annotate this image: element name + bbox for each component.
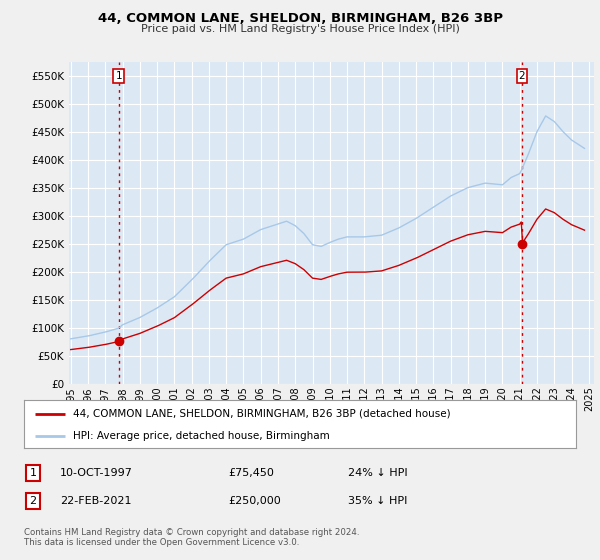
Text: 2: 2: [29, 496, 37, 506]
Text: HPI: Average price, detached house, Birmingham: HPI: Average price, detached house, Birm…: [73, 431, 329, 441]
Text: 35% ↓ HPI: 35% ↓ HPI: [348, 496, 407, 506]
Text: 1: 1: [29, 468, 37, 478]
Text: 2: 2: [518, 71, 525, 81]
Text: 44, COMMON LANE, SHELDON, BIRMINGHAM, B26 3BP: 44, COMMON LANE, SHELDON, BIRMINGHAM, B2…: [97, 12, 503, 25]
Text: 10-OCT-1997: 10-OCT-1997: [60, 468, 133, 478]
Text: 22-FEB-2021: 22-FEB-2021: [60, 496, 131, 506]
Text: £250,000: £250,000: [228, 496, 281, 506]
Text: Price paid vs. HM Land Registry's House Price Index (HPI): Price paid vs. HM Land Registry's House …: [140, 24, 460, 34]
Text: 44, COMMON LANE, SHELDON, BIRMINGHAM, B26 3BP (detached house): 44, COMMON LANE, SHELDON, BIRMINGHAM, B2…: [73, 409, 450, 419]
Text: Contains HM Land Registry data © Crown copyright and database right 2024.
This d: Contains HM Land Registry data © Crown c…: [24, 528, 359, 547]
Text: 24% ↓ HPI: 24% ↓ HPI: [348, 468, 407, 478]
Text: 1: 1: [115, 71, 122, 81]
Text: £75,450: £75,450: [228, 468, 274, 478]
